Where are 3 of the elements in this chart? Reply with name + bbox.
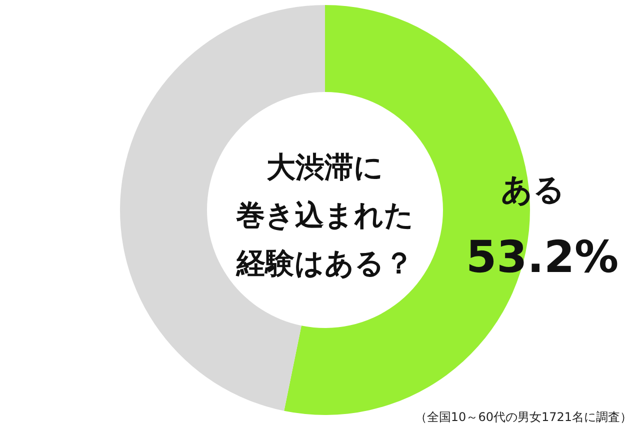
text: 大渋滞に巻き込まれた経験はある？ [235,150,414,280]
donut-slice [120,5,325,411]
text: （全国10～60代の男女1721名に調査） [414,410,632,424]
